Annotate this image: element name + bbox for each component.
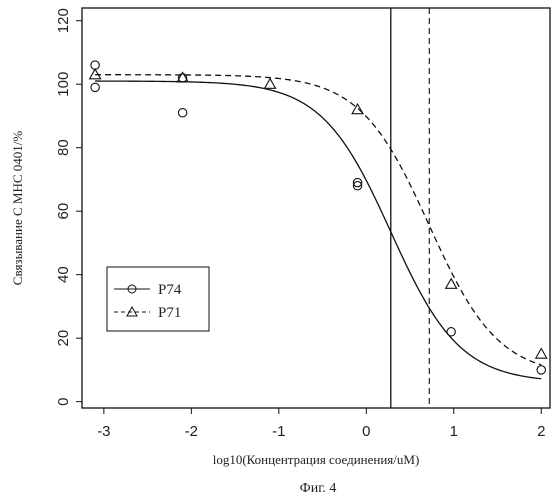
data-point-p71 (265, 79, 276, 89)
data-point-p71 (90, 69, 101, 79)
plot-frame (82, 8, 550, 408)
data-point-p74 (537, 366, 545, 374)
fit-curve-p74 (95, 81, 541, 379)
figure-caption: Фиг. 4 (300, 481, 337, 496)
y-tick-label: 100 (55, 72, 72, 97)
legend: P74 P71 (107, 267, 209, 331)
data-point-p74 (447, 328, 455, 336)
y-tick-label: 80 (55, 139, 72, 156)
legend-box (107, 267, 209, 331)
axis-ticks: -3-2-1012020406080100120 (55, 8, 545, 440)
x-tick-label: 1 (450, 423, 458, 440)
y-tick-label: 0 (55, 397, 72, 405)
y-tick-label: 60 (55, 203, 72, 220)
x-tick-label: 0 (362, 423, 370, 440)
y-tick-label: 120 (55, 8, 72, 33)
data-point-p74 (91, 83, 99, 91)
fit-curves (95, 75, 541, 379)
y-tick-label: 40 (55, 266, 72, 283)
x-tick-label: -2 (185, 423, 198, 440)
x-axis-title: log10(Концентрация соединения/uM) (213, 452, 420, 467)
ic50-lines (391, 8, 429, 408)
data-point-p74 (178, 109, 186, 117)
legend-label-p74: P74 (158, 282, 182, 298)
legend-label-p71: P71 (158, 305, 181, 321)
x-tick-label: 2 (537, 423, 545, 440)
data-point-p71 (446, 279, 457, 289)
x-tick-label: -1 (272, 423, 285, 440)
x-tick-label: -3 (97, 423, 110, 440)
y-tick-label: 20 (55, 330, 72, 347)
data-point-p71 (536, 349, 547, 359)
y-axis-title: Связывание С МНС 0401/% (10, 131, 25, 286)
